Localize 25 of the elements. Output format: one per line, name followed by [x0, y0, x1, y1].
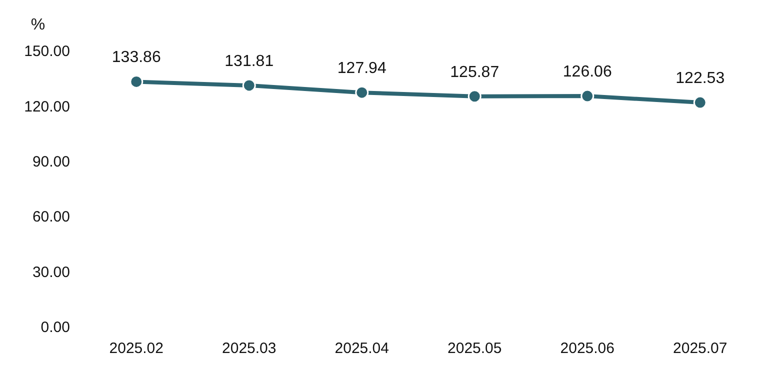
data-label: 131.81: [224, 52, 274, 70]
x-tick-label: 2025.05: [448, 340, 502, 358]
point: [355, 86, 369, 100]
y-tick-label: 0.00: [40, 319, 70, 336]
y-tick-label: 150.00: [24, 43, 70, 60]
point: [468, 90, 482, 104]
point: [130, 74, 144, 88]
y-axis-title: %: [30, 16, 46, 34]
x-tick-label: 2025.06: [560, 340, 614, 358]
y-tick-label: 30.00: [32, 264, 70, 281]
y-tick-label: 120.00: [24, 98, 70, 116]
data-label: 133.86: [112, 49, 161, 66]
data-label: 127.94: [337, 60, 386, 77]
y-tick-label: 60.00: [32, 208, 70, 226]
x-tick-label: 2025.02: [109, 340, 164, 358]
x-tick-label: 2025.07: [673, 340, 728, 358]
data-label: 126.06: [562, 63, 612, 80]
y-tick-label: 90.00: [32, 154, 70, 171]
point: [693, 96, 707, 110]
x-tick-label: 2025.04: [334, 340, 389, 358]
x-tick-label: 2025.03: [222, 340, 276, 358]
data-label: 125.87: [450, 64, 500, 81]
data-label: 122.53: [676, 70, 725, 87]
point: [242, 78, 256, 92]
point: [580, 89, 594, 103]
